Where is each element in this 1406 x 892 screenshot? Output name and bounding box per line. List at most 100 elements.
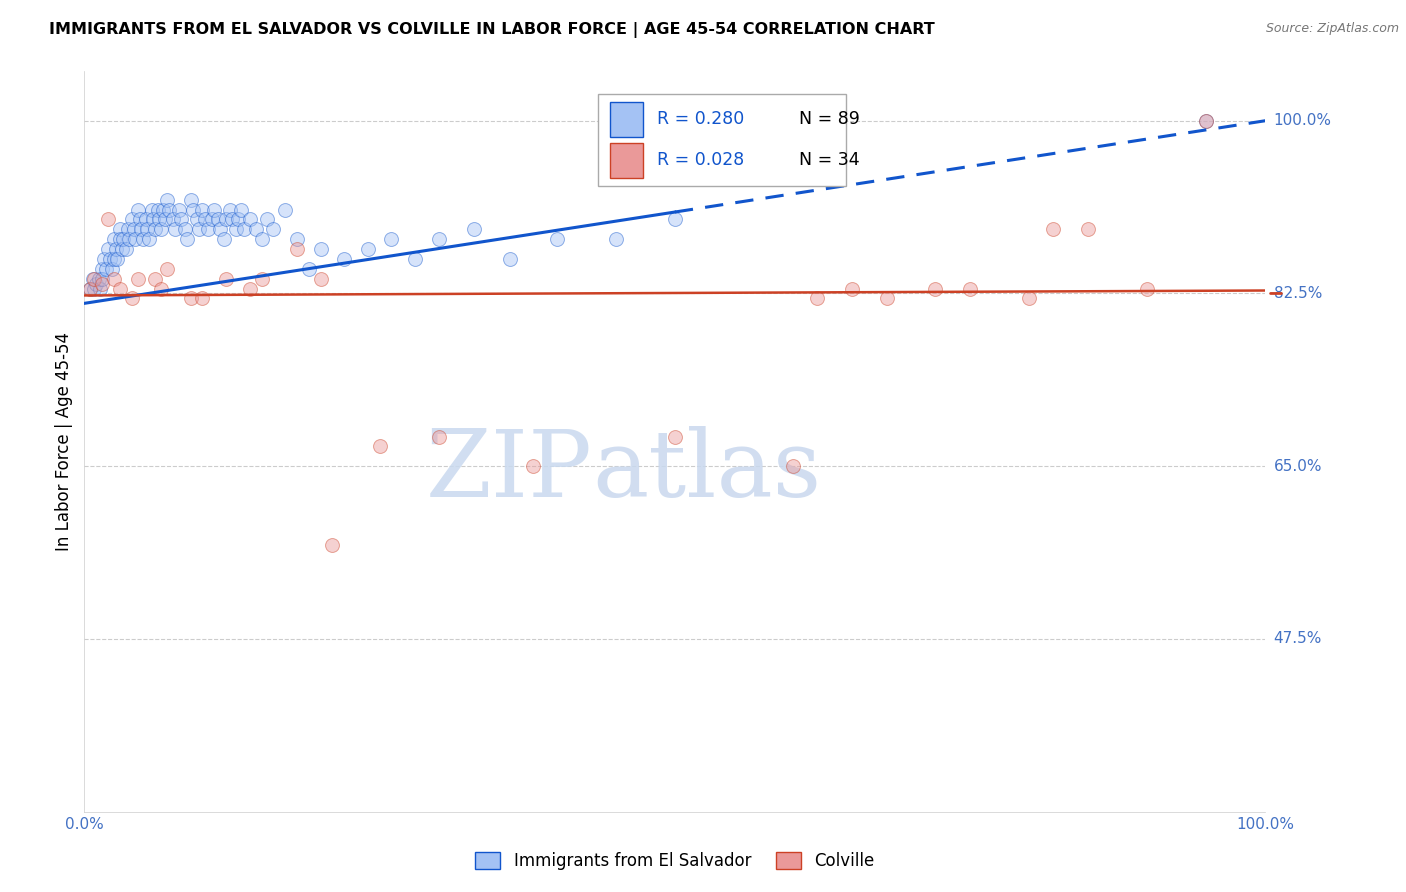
Point bbox=[108, 281, 131, 295]
Point bbox=[136, 222, 159, 236]
Point bbox=[111, 242, 134, 256]
Point bbox=[333, 252, 356, 266]
Point bbox=[89, 281, 111, 295]
Text: Source: ZipAtlas.com: Source: ZipAtlas.com bbox=[1265, 22, 1399, 36]
Point bbox=[97, 242, 120, 256]
Point bbox=[215, 212, 238, 227]
Point bbox=[124, 232, 146, 246]
Point bbox=[87, 271, 110, 285]
Point bbox=[114, 242, 136, 256]
Point bbox=[138, 232, 160, 246]
Point bbox=[202, 202, 225, 217]
Text: IMMIGRANTS FROM EL SALVADOR VS COLVILLE IN LABOR FORCE | AGE 45-54 CORRELATION C: IMMIGRANTS FROM EL SALVADOR VS COLVILLE … bbox=[49, 22, 935, 38]
Point bbox=[232, 222, 254, 236]
Point bbox=[176, 232, 198, 246]
Point bbox=[167, 202, 190, 217]
Point bbox=[103, 271, 125, 285]
Point bbox=[135, 212, 157, 227]
Point bbox=[117, 222, 139, 236]
Point bbox=[427, 429, 450, 443]
Point bbox=[91, 261, 114, 276]
Point bbox=[191, 202, 214, 217]
Text: R = 0.028: R = 0.028 bbox=[657, 152, 744, 169]
Y-axis label: In Labor Force | Age 45-54: In Labor Force | Age 45-54 bbox=[55, 332, 73, 551]
Point bbox=[156, 193, 179, 207]
Text: 65.0%: 65.0% bbox=[1274, 458, 1322, 474]
Point bbox=[153, 212, 176, 227]
Point bbox=[664, 212, 686, 227]
Point bbox=[274, 202, 297, 217]
Point bbox=[924, 281, 946, 295]
Point bbox=[250, 232, 273, 246]
Point bbox=[380, 232, 402, 246]
Point bbox=[463, 222, 485, 236]
Point bbox=[108, 222, 131, 236]
Point bbox=[79, 281, 101, 295]
Point bbox=[298, 261, 321, 276]
Point bbox=[118, 232, 141, 246]
Text: atlas: atlas bbox=[592, 426, 821, 516]
Point bbox=[108, 232, 131, 246]
Point bbox=[91, 277, 114, 291]
Point bbox=[262, 222, 284, 236]
Point bbox=[212, 232, 235, 246]
Point bbox=[105, 242, 128, 256]
Point bbox=[141, 202, 163, 217]
Point bbox=[148, 212, 170, 227]
Point bbox=[127, 271, 149, 285]
Point bbox=[285, 242, 308, 256]
Point bbox=[181, 202, 204, 217]
Point bbox=[156, 261, 179, 276]
Point bbox=[231, 202, 253, 217]
Point bbox=[250, 271, 273, 285]
Point bbox=[142, 212, 165, 227]
Legend: Immigrants from El Salvador, Colville: Immigrants from El Salvador, Colville bbox=[475, 852, 875, 870]
Text: ZIP: ZIP bbox=[426, 426, 592, 516]
Point bbox=[157, 202, 180, 217]
Point bbox=[100, 261, 122, 276]
Point bbox=[170, 212, 193, 227]
Point bbox=[98, 252, 121, 266]
Point bbox=[427, 232, 450, 246]
Point bbox=[191, 292, 214, 306]
Point bbox=[1042, 222, 1064, 236]
Point bbox=[207, 212, 229, 227]
Text: 82.5%: 82.5% bbox=[1274, 286, 1322, 301]
Point bbox=[876, 292, 898, 306]
Point bbox=[197, 222, 219, 236]
Point bbox=[146, 202, 169, 217]
Point bbox=[245, 222, 267, 236]
Point bbox=[959, 281, 981, 295]
Point bbox=[1136, 281, 1159, 295]
Point bbox=[309, 271, 332, 285]
Point bbox=[321, 538, 343, 552]
Point bbox=[94, 261, 117, 276]
Point bbox=[498, 252, 520, 266]
Point bbox=[605, 232, 627, 246]
Point bbox=[162, 212, 184, 227]
Point bbox=[1018, 292, 1040, 306]
Point bbox=[806, 292, 828, 306]
Text: N = 89: N = 89 bbox=[799, 111, 859, 128]
Point bbox=[180, 193, 202, 207]
Point bbox=[103, 252, 125, 266]
Point bbox=[285, 232, 308, 246]
Point bbox=[121, 212, 143, 227]
Point bbox=[221, 212, 243, 227]
FancyBboxPatch shape bbox=[598, 94, 846, 186]
Point bbox=[132, 232, 155, 246]
Point bbox=[201, 212, 224, 227]
Point bbox=[128, 212, 150, 227]
FancyBboxPatch shape bbox=[610, 143, 643, 178]
Point bbox=[215, 271, 238, 285]
Point bbox=[103, 232, 125, 246]
Point bbox=[107, 252, 129, 266]
Point bbox=[357, 242, 380, 256]
Point bbox=[143, 222, 166, 236]
Point bbox=[143, 271, 166, 285]
Point bbox=[97, 212, 120, 227]
Point bbox=[546, 232, 568, 246]
Point bbox=[782, 459, 804, 474]
Point bbox=[239, 281, 262, 295]
Point bbox=[91, 271, 114, 285]
